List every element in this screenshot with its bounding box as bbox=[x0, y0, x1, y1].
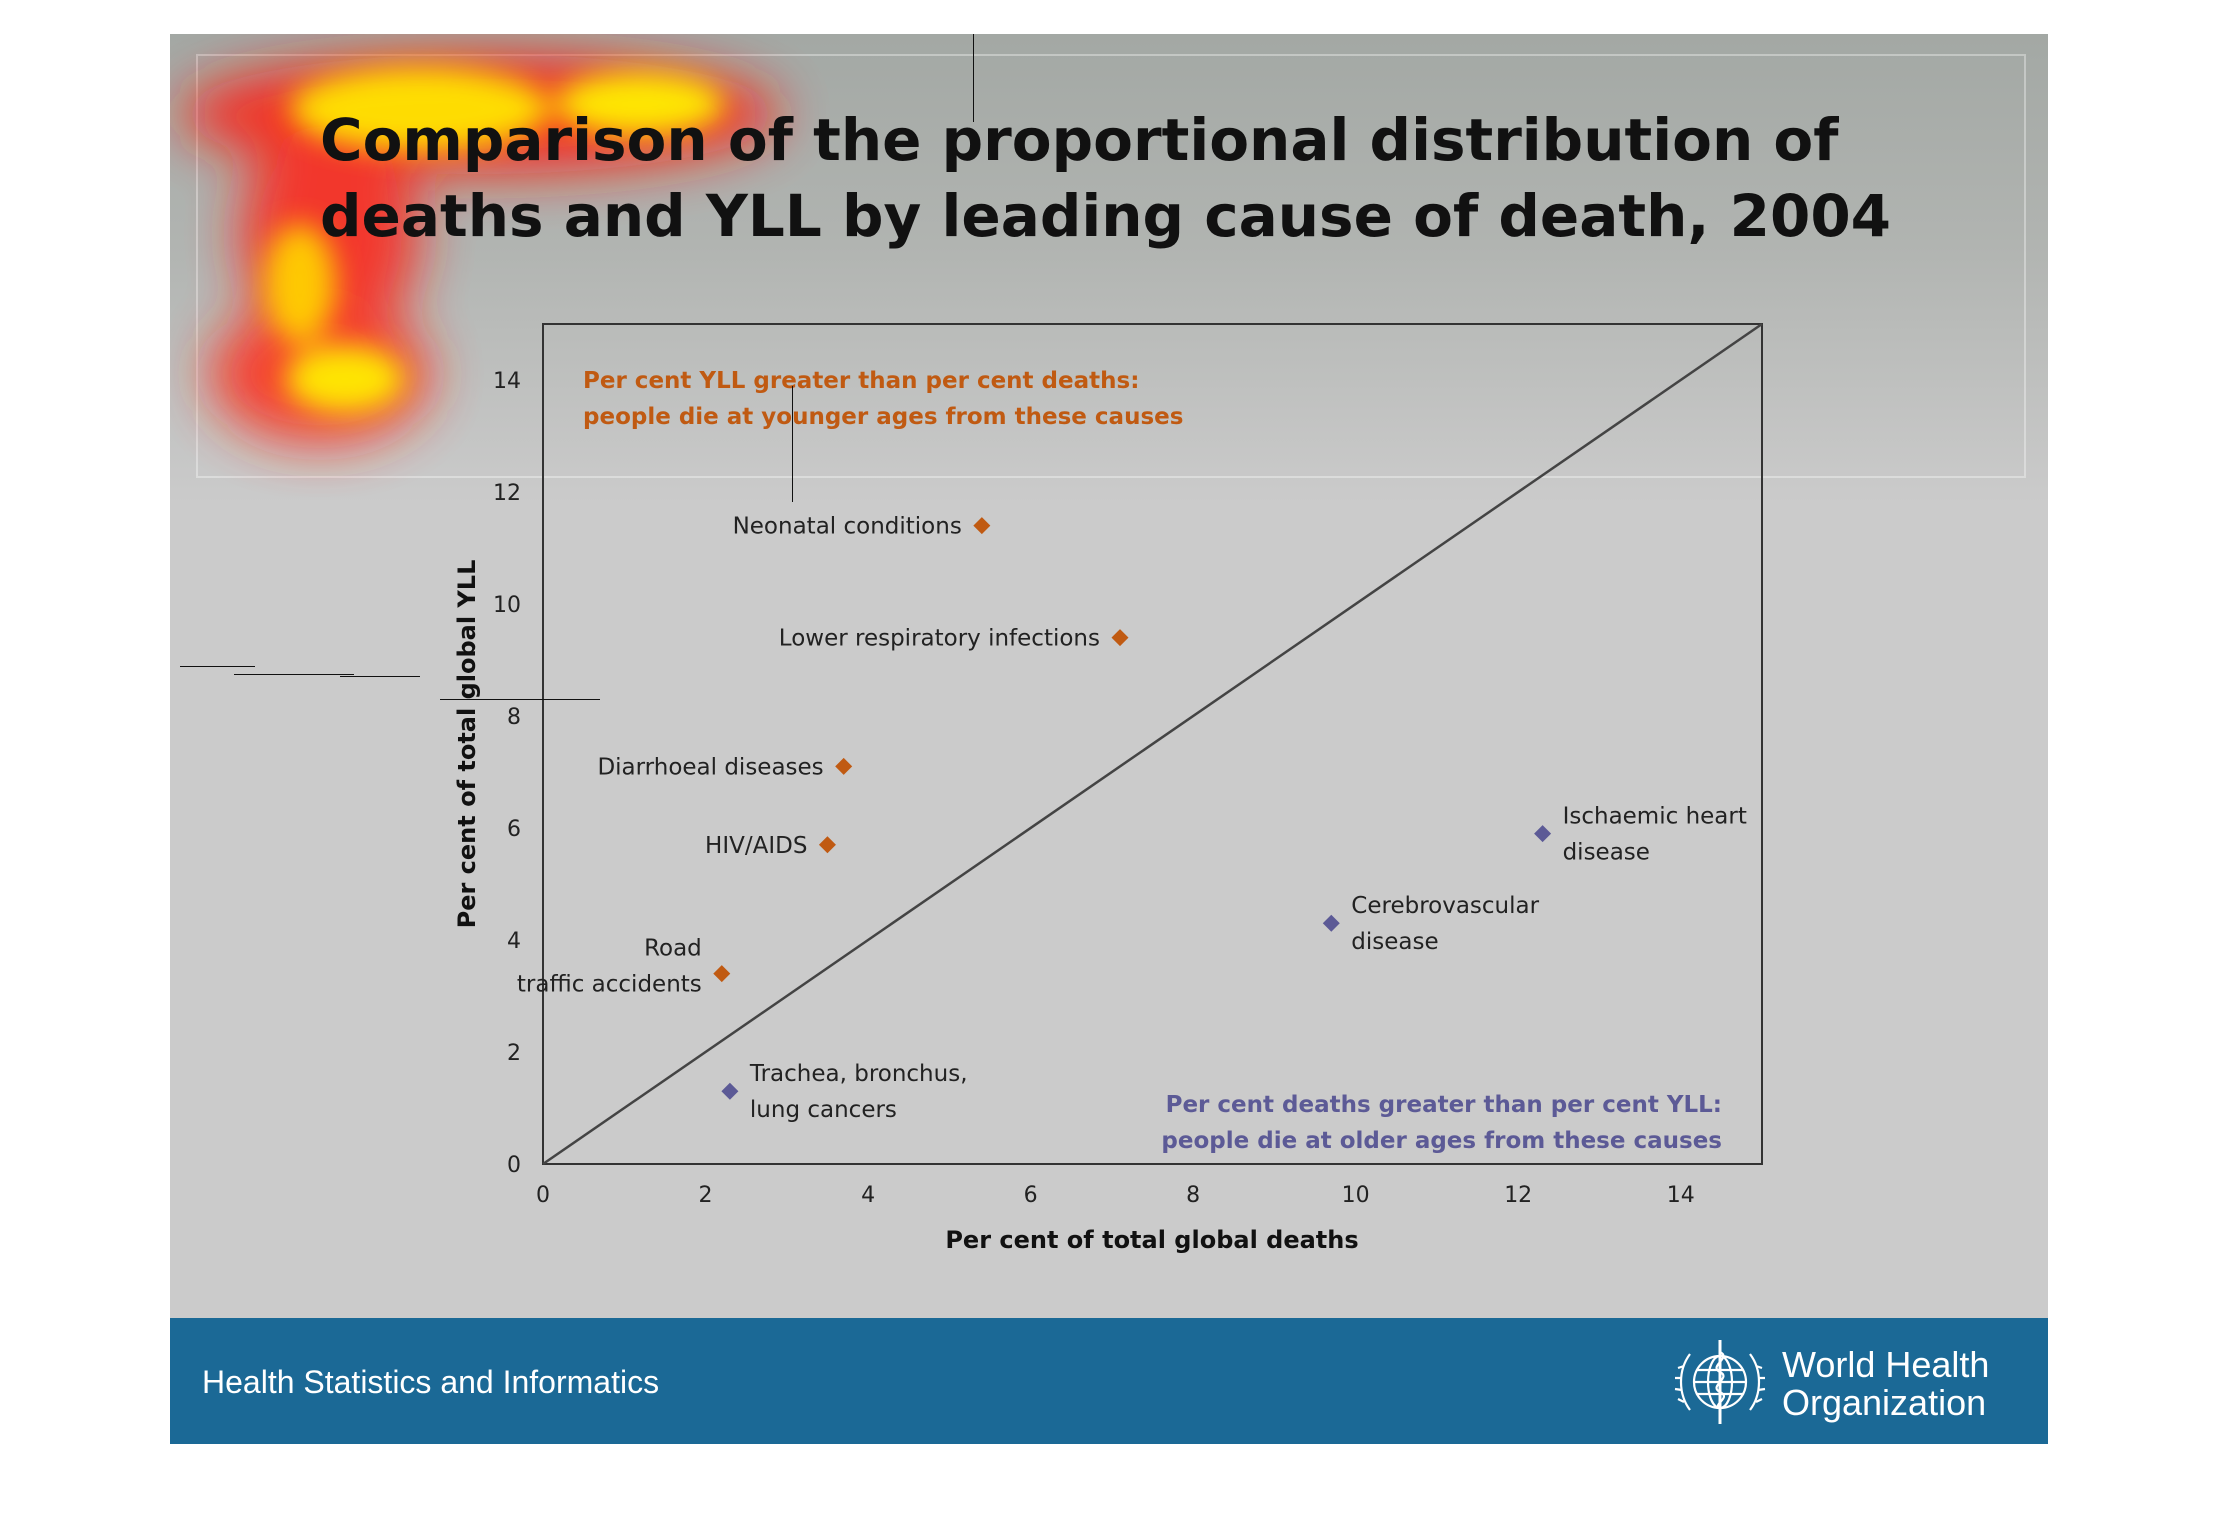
x-tick-label: 0 bbox=[536, 1183, 550, 1208]
data-point-label: Diarrhoeal diseases bbox=[597, 754, 823, 780]
data-point-label: HIV/AIDS bbox=[705, 833, 807, 859]
data-point bbox=[1111, 629, 1129, 647]
plot-frame bbox=[542, 323, 1763, 1165]
y-tick-label: 12 bbox=[493, 481, 521, 506]
data-point bbox=[721, 1082, 739, 1100]
x-axis-title: Per cent of total global deaths bbox=[945, 1226, 1358, 1254]
y-tick-label: 4 bbox=[507, 929, 521, 954]
who-name: World Health Organization bbox=[1782, 1346, 1989, 1422]
chart-annotations: Per cent YLL greater than per cent death… bbox=[583, 368, 1722, 1154]
footer-band: Health Statistics and Informatics bbox=[170, 1318, 2048, 1444]
data-point bbox=[713, 965, 731, 983]
who-emblem-icon bbox=[1674, 1340, 1766, 1424]
data-points: Neonatal conditions Lower respiratory inf… bbox=[517, 514, 1747, 1124]
x-tick-label: 12 bbox=[1504, 1183, 1532, 1208]
slide-title: Comparison of the proportional distribut… bbox=[320, 102, 1920, 254]
header-frame bbox=[196, 54, 2026, 478]
stray-mark-horizontal-left-1 bbox=[180, 666, 255, 667]
stray-mark-horizontal-left-2 bbox=[234, 674, 354, 675]
annotation-older: Per cent deaths greater than per cent YL… bbox=[1161, 1092, 1722, 1154]
data-point-label: Cerebrovascular disease bbox=[1351, 893, 1539, 955]
x-axis-ticks: 0 2 4 6 8 10 12 14 bbox=[536, 1183, 1695, 1208]
slide: Comparison of the proportional distribut… bbox=[170, 34, 2048, 1444]
x-tick-label: 6 bbox=[1024, 1183, 1038, 1208]
stray-mark-vertical-mid bbox=[792, 386, 793, 502]
data-point-label: Trachea, bronchus, lung cancers bbox=[749, 1061, 968, 1123]
data-point bbox=[1534, 825, 1552, 843]
y-tick-label: 0 bbox=[507, 1153, 521, 1178]
y-tick-label: 2 bbox=[507, 1041, 521, 1066]
y-axis-ticks: 0 2 4 6 8 10 12 14 bbox=[493, 369, 521, 1178]
who-name-line-2: Organization bbox=[1782, 1382, 1987, 1423]
x-tick-label: 8 bbox=[1186, 1183, 1200, 1208]
scatter-chart: 0 2 4 6 8 10 12 14 0 2 4 6 8 10 12 14 Per cent of tota… bbox=[453, 322, 1763, 1254]
x-tick-label: 2 bbox=[699, 1183, 713, 1208]
who-logo: World Health Organization bbox=[1670, 1332, 2030, 1432]
footer-text: Health Statistics and Informatics bbox=[202, 1364, 660, 1400]
x-tick-label: 14 bbox=[1667, 1183, 1695, 1208]
data-point-label: Road traffic accidents bbox=[517, 936, 702, 998]
y-axis-title: Per cent of total global YLL bbox=[453, 560, 481, 929]
data-point bbox=[818, 836, 836, 854]
data-point-label: Ischaemic heart disease bbox=[1563, 804, 1747, 866]
stray-mark-vertical-top bbox=[973, 34, 974, 122]
slide-title-line-2: deaths and YLL by leading cause of death… bbox=[320, 182, 1892, 250]
data-point-label: Lower respiratory infections bbox=[779, 626, 1100, 652]
annotation-younger: Per cent YLL greater than per cent death… bbox=[583, 368, 1183, 430]
reference-line bbox=[542, 322, 1763, 1166]
data-point-label: Neonatal conditions bbox=[733, 514, 962, 540]
stray-mark-horizontal-left-3 bbox=[340, 676, 420, 677]
x-tick-label: 10 bbox=[1342, 1183, 1370, 1208]
data-point bbox=[973, 517, 991, 535]
y-tick-label: 8 bbox=[507, 705, 521, 730]
y-tick-label: 14 bbox=[493, 369, 521, 394]
data-point bbox=[1322, 914, 1340, 932]
x-tick-label: 4 bbox=[861, 1183, 875, 1208]
y-tick-label: 10 bbox=[493, 593, 521, 618]
slide-title-line-1: Comparison of the proportional distribut… bbox=[320, 106, 1839, 174]
y-tick-label: 6 bbox=[507, 817, 521, 842]
stray-mark-horizontal-axis bbox=[440, 699, 600, 700]
data-point bbox=[835, 757, 853, 775]
who-name-line-1: World Health bbox=[1782, 1344, 1990, 1385]
